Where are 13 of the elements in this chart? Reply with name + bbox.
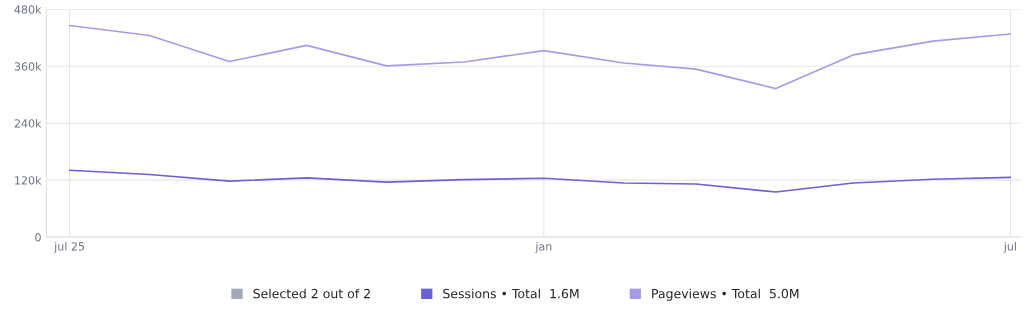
text: Selected 2 out of 2 (253, 288, 370, 299)
legend-label: Pageviews • Total 5.0M (652, 288, 799, 301)
x-tick-label: jul (1003, 241, 1016, 253)
legend-label: Sessions • Total 1.6M (443, 288, 579, 299)
y-tick-label: 120k (15, 175, 42, 185)
x-tick-label: jul 25 (53, 241, 85, 253)
line-series (68, 24, 1012, 90)
line-series (68, 169, 1012, 193)
y-tick-label: 0 (35, 233, 41, 242)
y-tick-label: 480k (14, 5, 42, 14)
y-tick-label: 360k (14, 62, 42, 71)
y-tick-label: 240k (14, 119, 42, 128)
x-tick-label: jan (535, 241, 552, 253)
